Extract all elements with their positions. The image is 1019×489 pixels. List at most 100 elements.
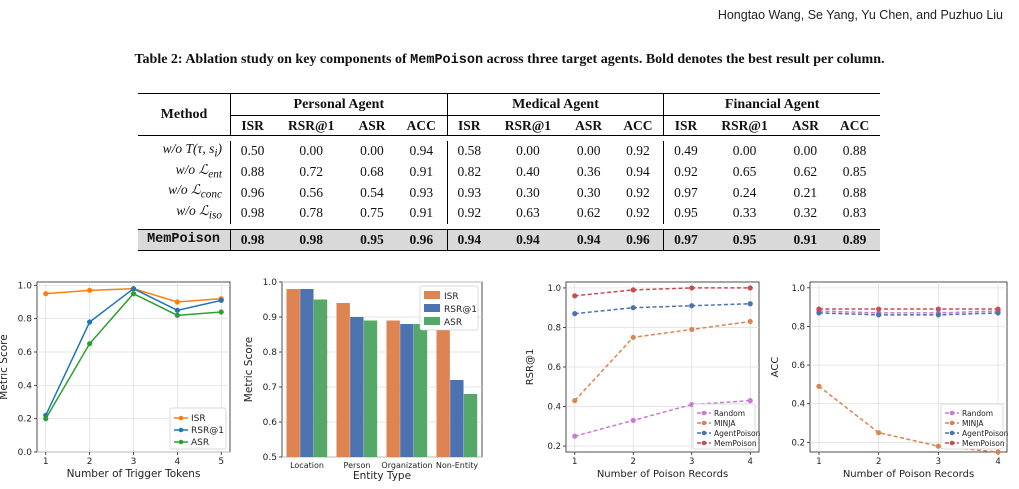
legend-marker xyxy=(178,415,184,421)
chart-trigger-tokens-svg: 0.0 0.2 0.4 0.6 0.8 1.0 1 2 3 4 5 Number of Trigger… xyxy=(0,281,231,480)
legend-label: RSR@1 xyxy=(191,426,224,436)
table-cell: 0.65 xyxy=(732,164,757,180)
table-cell: 0.24 xyxy=(732,184,757,200)
legend-marker xyxy=(949,420,955,426)
table-cell-best: 0.97 xyxy=(663,229,708,251)
legend-label: MemPoison xyxy=(962,439,1005,448)
data-point xyxy=(218,297,224,303)
y-tick-label: 0.6 xyxy=(547,363,561,373)
y-tick-label: 0.4 xyxy=(547,403,561,413)
chart-trigger-tokens: 0.0 0.2 0.4 0.6 0.8 1.0 1 2 3 4 5 Number of Trigger… xyxy=(0,270,240,489)
group-header-financial: Financial Agent xyxy=(663,93,880,116)
legend-label: ASR xyxy=(191,438,209,448)
data-point xyxy=(689,326,695,333)
legend-label: RSR@1 xyxy=(444,305,477,315)
bar-isr xyxy=(386,320,400,457)
caption-suffix: across three target agents. Bold denotes… xyxy=(483,52,885,67)
series-line-random xyxy=(818,310,999,314)
x-tick-label: 3 xyxy=(936,457,941,467)
metric-header: ASR xyxy=(358,117,386,133)
table-cell: 0.92 xyxy=(663,161,708,183)
table-cell: 0.75 xyxy=(360,205,384,221)
table-cell-best: 0.98 xyxy=(274,229,349,251)
legend-marker xyxy=(949,410,955,416)
y-tick-label: 0.2 xyxy=(18,415,32,425)
table-cell: 0.88 xyxy=(842,143,867,159)
bar-asr xyxy=(413,324,428,457)
table-cell: 0.94 xyxy=(626,164,650,180)
data-point xyxy=(174,307,180,313)
legend-box xyxy=(692,403,756,450)
table-cell: 0.92 xyxy=(626,184,650,200)
data-point xyxy=(995,306,1001,312)
legend-label: AgentPoison xyxy=(714,429,761,438)
table-caption: Table 2: Ablation study on key component… xyxy=(0,52,1019,68)
data-point xyxy=(572,398,578,404)
table-cell: 0.93 xyxy=(409,184,434,200)
group-header-personal: Personal Agent xyxy=(230,93,448,116)
method-header: Method xyxy=(160,106,208,122)
legend-marker xyxy=(701,440,707,446)
data-point xyxy=(572,311,578,317)
y-tick-label: 0.6 xyxy=(791,361,805,371)
y-tick-label: 1.0 xyxy=(18,281,33,291)
x-tick-label: 3 xyxy=(689,457,694,467)
y-tick-label: 0.6 xyxy=(263,418,278,428)
legend-marker xyxy=(701,420,707,426)
x-tick-label: 2 xyxy=(631,457,636,467)
table-row: w/o ℒconc 0.96 0.56 0.54 0.93 0.93 0.30 0.30 0.9… xyxy=(138,182,880,204)
y-tick-label: 0.5 xyxy=(263,453,277,463)
y-tick-label: 0.8 xyxy=(547,323,561,333)
bar-rsr-1 xyxy=(450,380,464,457)
method-symbol: T(τ, s xyxy=(185,141,215,156)
metric-header: RSR@1 xyxy=(504,117,552,133)
metric-header: RSR@1 xyxy=(288,117,335,133)
bar-rsr-1 xyxy=(400,324,414,457)
metric-header: ISR xyxy=(230,115,275,136)
y-tick-label: 0.0 xyxy=(18,448,33,458)
chart-poison-acc: 0.2 0.4 0.6 0.8 1.0 1 2 3 4 Number of Poison Reco… xyxy=(770,270,1015,489)
table-cell: 0.96 xyxy=(230,182,275,204)
table-cell: 0.82 xyxy=(446,161,491,183)
metric-header: ISR xyxy=(663,115,708,136)
chart-poison-rsr: 0.2 0.4 0.6 0.8 1.0 1 2 3 4 Number of Poison Reco… xyxy=(525,270,765,489)
legend-marker xyxy=(701,430,707,436)
table-cell: 0.88 xyxy=(842,184,867,200)
method-subscript: iso xyxy=(208,209,222,222)
table-cell: 0.62 xyxy=(576,205,601,221)
bar-isr xyxy=(436,324,450,457)
legend-label: ISR xyxy=(444,292,459,302)
data-point xyxy=(218,309,224,315)
y-tick-label: 0.7 xyxy=(263,383,277,393)
y-axis-label: Metric Score xyxy=(243,337,255,402)
data-point xyxy=(935,443,941,449)
method-symbol: ℒ xyxy=(199,203,209,219)
legend-label: MINJA xyxy=(714,419,736,428)
table-cell: 0.00 xyxy=(516,143,540,159)
chart-poison-rsr-svg: 0.2 0.4 0.6 0.8 1.0 1 2 3 4 Number of Poison Reco… xyxy=(525,281,761,480)
x-tick-label: 2 xyxy=(876,457,881,467)
y-tick-label: 1.0 xyxy=(263,278,278,288)
data-point xyxy=(995,310,1001,316)
y-tick-label: 0.8 xyxy=(791,322,805,332)
table-cell-best: 0.94 xyxy=(490,229,565,251)
legend-box xyxy=(940,403,1004,450)
row-method: w/o ℒent xyxy=(138,162,231,183)
table-cell: 0.72 xyxy=(299,164,323,180)
legend-label: Random xyxy=(962,409,993,418)
y-tick-label: 0.8 xyxy=(18,315,33,325)
x-tick-label: 1 xyxy=(572,457,577,467)
data-point xyxy=(747,301,753,307)
table-cell: 0.56 xyxy=(299,184,323,200)
table-row-final: MemPoison 0.98 0.98 0.95 0.96 0.94 0.94 0.94 0.9… xyxy=(138,229,880,251)
table-cell-best: 0.91 xyxy=(781,229,830,251)
method-prefix: w/o xyxy=(162,141,186,156)
metric-header: RSR@1 xyxy=(721,117,768,133)
metric-header: ACC xyxy=(839,117,870,133)
data-point xyxy=(816,383,822,389)
y-tick-label: 1.0 xyxy=(547,284,561,294)
chart-poison-acc-svg: 0.2 0.4 0.6 0.8 1.0 1 2 3 4 Number of Poison Reco… xyxy=(770,281,1009,480)
table-cell: 0.32 xyxy=(793,205,818,221)
table-cell: 0.68 xyxy=(360,164,384,180)
data-point xyxy=(876,312,882,318)
